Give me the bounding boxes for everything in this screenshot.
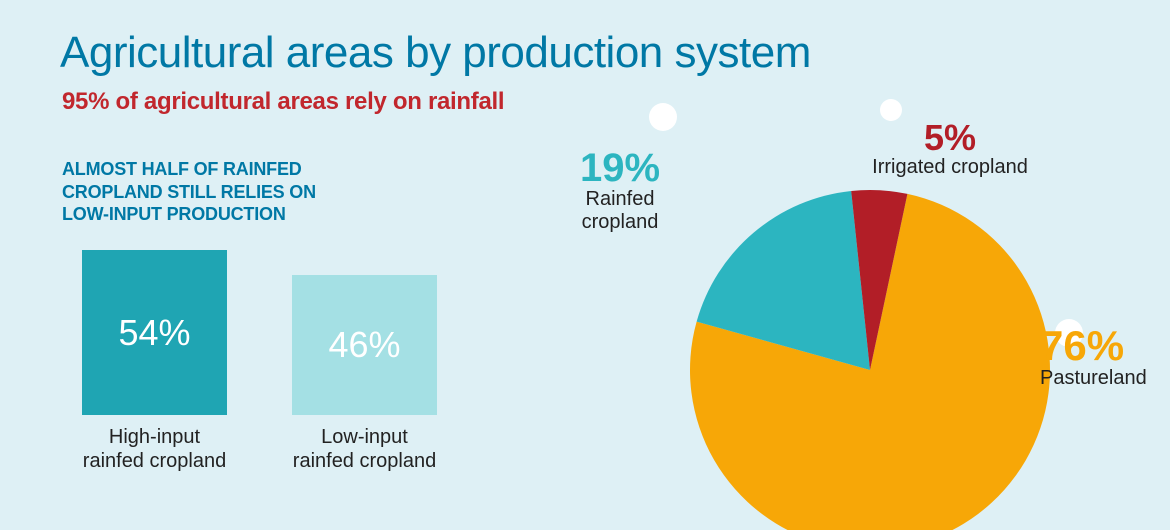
pie-chart: 5%Irrigated cropland 19%Rainfedcropland 76… <box>0 0 1170 530</box>
callout-dot <box>880 99 902 121</box>
pie-label-pct: 19% <box>535 148 705 188</box>
callout-dot <box>649 103 677 131</box>
pie-svg <box>0 0 1170 530</box>
pie-label: 19%Rainfedcropland <box>535 148 705 234</box>
infographic-canvas: Agricultural areas by production system … <box>0 0 1170 530</box>
pie-label-pct: 76% <box>1040 325 1170 367</box>
pie-label-pct: 5% <box>840 120 1060 156</box>
pie-label-name: Pastureland <box>1040 367 1170 390</box>
pie-label: 5%Irrigated cropland <box>840 120 1060 179</box>
pie-label-name: Irrigated cropland <box>840 156 1060 179</box>
pie-label: 76%Pastureland <box>1040 325 1170 390</box>
pie-label-name: Rainfedcropland <box>535 188 705 234</box>
